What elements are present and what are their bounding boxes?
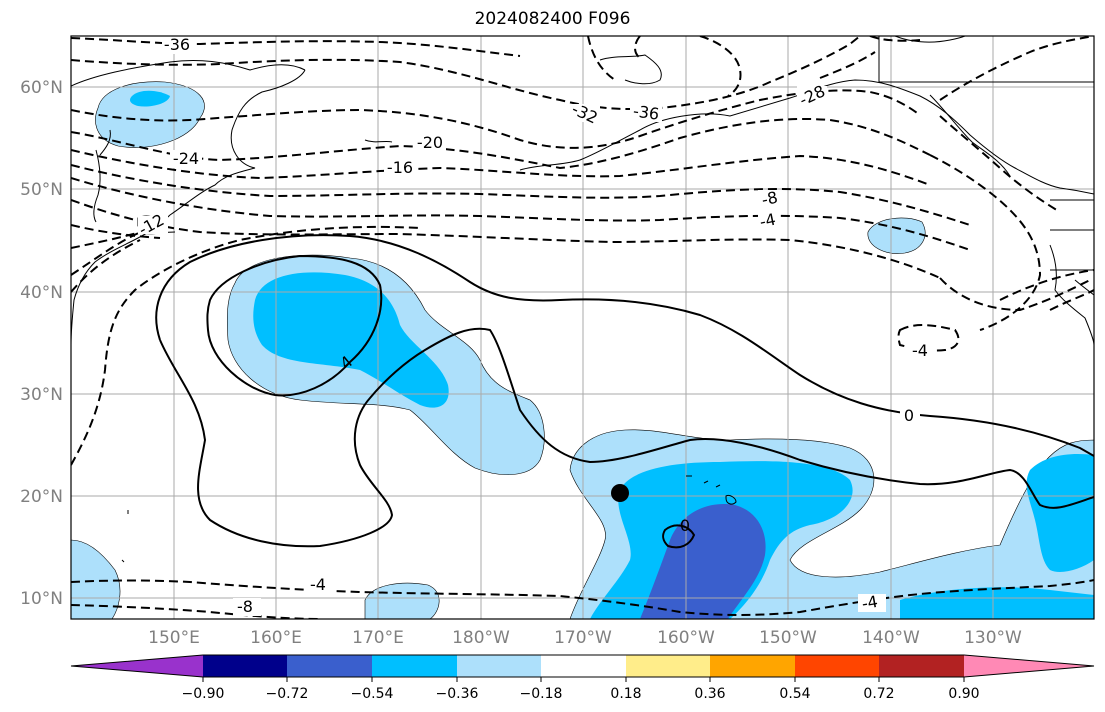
- colorbar-tick-label: 0.90: [948, 686, 979, 702]
- lat-tick-label: 60°N: [20, 78, 63, 98]
- contour-label: -36: [164, 35, 190, 54]
- colorbar-tick-label: 0.54: [779, 686, 810, 702]
- colorbar-segment: [372, 655, 457, 677]
- contour-label: -16: [387, 158, 413, 177]
- colorbar-tick-label: −0.18: [520, 686, 563, 702]
- lat-tick-label: 20°N: [20, 487, 63, 507]
- negative-contours: [71, 36, 1094, 619]
- colorbar-tick-label: −0.72: [266, 686, 309, 702]
- colorbar-segment: [541, 655, 626, 677]
- lon-tick-label: 160°W: [657, 628, 715, 648]
- shaded-anomaly-dark: [640, 504, 766, 619]
- lon-tick-label: 150°W: [759, 628, 817, 648]
- contour-label: 0: [680, 516, 690, 535]
- colorbar-extend-high: [964, 655, 1094, 677]
- colorbar-tick-label: −0.54: [351, 686, 394, 702]
- graticule-grid: [71, 36, 1094, 619]
- latitude-tick-labels: 60°N 50°N 40°N 30°N 20°N 10°N: [20, 78, 63, 609]
- lat-tick-label: 30°N: [20, 385, 63, 405]
- lat-tick-label: 50°N: [20, 180, 63, 200]
- map-frame: [70, 35, 1095, 620]
- lat-tick-label: 10°N: [20, 589, 63, 609]
- longitude-tick-labels: 150°E 160°E 170°E 180°W 170°W 160°W 150°…: [148, 628, 1022, 648]
- contour-labels: -36 -36 -32 -28 -24 -20 -16 -12 -8 -4 -4…: [135, 35, 934, 616]
- contour-label: -8: [237, 597, 253, 616]
- contour-label: -8: [760, 188, 780, 210]
- map-plot-area: [71, 36, 1094, 619]
- contour-label: -4: [860, 592, 879, 613]
- colorbar-tick-label: −0.90: [182, 686, 225, 702]
- colorbar-tick-label: −0.36: [436, 686, 479, 702]
- lon-tick-label: 170°W: [554, 628, 612, 648]
- colorbar-segment: [879, 655, 964, 677]
- colorbar: −0.90 −0.72 −0.54 −0.36 −0.18 0.18 0.36 …: [70, 654, 1095, 702]
- lon-tick-label: 180°W: [452, 628, 510, 648]
- contour-label: -4: [912, 341, 928, 360]
- contour-label: -20: [417, 133, 443, 152]
- lon-tick-label: 140°W: [862, 628, 920, 648]
- location-marker: [611, 484, 629, 502]
- colorbar-extend-low: [71, 655, 203, 677]
- lon-tick-label: 160°E: [250, 628, 302, 648]
- map-title: 2024082400 F096: [474, 9, 631, 29]
- colorbar-segment: [203, 655, 287, 677]
- lon-tick-label: 170°E: [352, 628, 404, 648]
- contour-label: -4: [758, 210, 778, 232]
- contour-label: -36: [632, 101, 661, 123]
- contour-label: -4: [310, 575, 326, 594]
- contour-label: 0: [904, 406, 914, 425]
- colorbar-tick-label: 0.72: [863, 686, 894, 702]
- colorbar-segment: [710, 655, 795, 677]
- colorbar-tick-label: 0.36: [694, 686, 725, 702]
- colorbar-ticks: [202, 677, 965, 682]
- colorbar-segment: [626, 655, 710, 677]
- lon-tick-label: 150°E: [148, 628, 200, 648]
- colorbar-tick-label: 0.18: [610, 686, 641, 702]
- colorbar-segment: [457, 655, 541, 677]
- lat-tick-label: 40°N: [20, 283, 63, 303]
- colorbar-segment: [795, 655, 879, 677]
- contour-label: -24: [173, 149, 199, 168]
- lon-tick-label: 130°W: [964, 628, 1022, 648]
- colorbar-segment: [287, 655, 372, 677]
